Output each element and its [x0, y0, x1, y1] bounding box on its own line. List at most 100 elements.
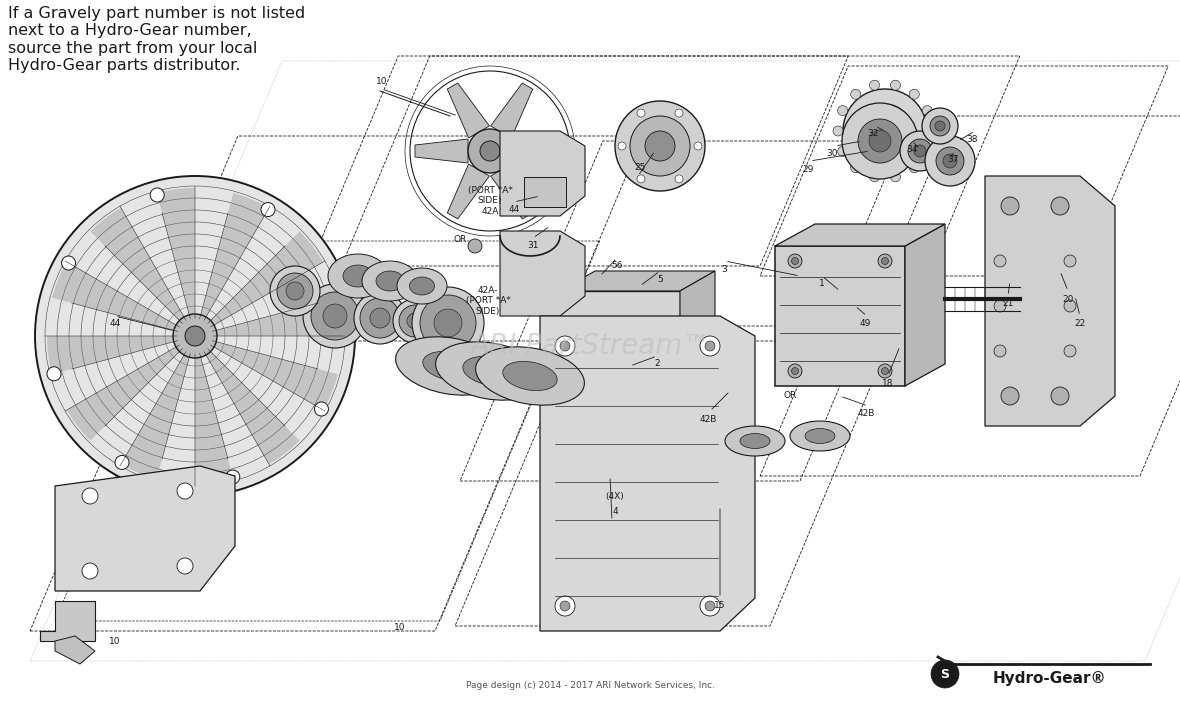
Polygon shape — [512, 139, 565, 163]
Text: If a Gravely part number is not listed
next to a Hydro-Gear number,
source the p: If a Gravely part number is not listed n… — [8, 6, 306, 73]
Circle shape — [851, 163, 860, 173]
Circle shape — [700, 596, 720, 616]
Circle shape — [925, 136, 975, 186]
Circle shape — [393, 299, 437, 343]
Circle shape — [994, 255, 1007, 267]
Polygon shape — [560, 291, 680, 441]
Circle shape — [943, 154, 957, 168]
Circle shape — [177, 558, 194, 574]
Circle shape — [675, 109, 683, 117]
Polygon shape — [91, 208, 195, 336]
Circle shape — [584, 330, 596, 342]
Circle shape — [910, 163, 919, 173]
Polygon shape — [157, 188, 195, 336]
Circle shape — [675, 175, 683, 183]
Circle shape — [788, 254, 802, 268]
Circle shape — [329, 291, 343, 305]
Circle shape — [560, 341, 570, 351]
Circle shape — [286, 282, 304, 300]
Text: 10: 10 — [376, 76, 388, 85]
Polygon shape — [55, 466, 235, 591]
Circle shape — [792, 368, 799, 374]
Text: OR: OR — [453, 234, 466, 244]
Circle shape — [615, 101, 704, 191]
Text: 21: 21 — [1002, 299, 1014, 309]
Circle shape — [560, 601, 570, 611]
Text: 3: 3 — [721, 265, 727, 273]
Polygon shape — [52, 262, 195, 336]
Circle shape — [81, 563, 98, 579]
Ellipse shape — [1053, 246, 1077, 266]
Circle shape — [618, 142, 627, 150]
Circle shape — [185, 326, 205, 346]
Circle shape — [900, 131, 940, 171]
Circle shape — [277, 273, 313, 309]
Polygon shape — [195, 193, 269, 336]
Circle shape — [645, 131, 675, 161]
Circle shape — [930, 116, 950, 136]
Text: Page design (c) 2014 - 2017 ARI Network Services, Inc.: Page design (c) 2014 - 2017 ARI Network … — [465, 681, 715, 690]
Text: S: S — [940, 667, 950, 681]
Polygon shape — [195, 232, 323, 336]
Ellipse shape — [435, 342, 544, 400]
Circle shape — [555, 596, 575, 616]
Polygon shape — [560, 271, 715, 291]
Ellipse shape — [328, 254, 388, 298]
Polygon shape — [775, 246, 905, 386]
Circle shape — [1051, 197, 1069, 215]
Circle shape — [637, 175, 645, 183]
Ellipse shape — [1060, 259, 1100, 293]
Polygon shape — [775, 224, 945, 246]
Polygon shape — [47, 336, 195, 374]
Polygon shape — [195, 336, 337, 410]
Text: 56: 56 — [611, 261, 623, 270]
Ellipse shape — [1041, 236, 1089, 276]
Text: 38: 38 — [966, 135, 978, 143]
Text: 22: 22 — [1074, 320, 1086, 328]
Circle shape — [878, 364, 892, 378]
Ellipse shape — [376, 271, 404, 291]
Polygon shape — [415, 139, 468, 163]
Circle shape — [923, 146, 932, 157]
Circle shape — [838, 106, 847, 116]
Circle shape — [114, 455, 129, 469]
Polygon shape — [40, 601, 96, 641]
Circle shape — [878, 254, 892, 268]
Text: 5: 5 — [657, 275, 663, 284]
Circle shape — [935, 121, 945, 131]
Circle shape — [891, 80, 900, 90]
Ellipse shape — [1077, 276, 1113, 306]
Circle shape — [584, 390, 596, 402]
Ellipse shape — [805, 429, 835, 443]
Text: 20: 20 — [1062, 294, 1074, 304]
Circle shape — [833, 126, 843, 136]
Ellipse shape — [362, 261, 418, 301]
Ellipse shape — [1040, 232, 1061, 250]
Polygon shape — [447, 164, 490, 219]
Circle shape — [480, 141, 500, 161]
FancyBboxPatch shape — [524, 177, 566, 207]
Circle shape — [792, 258, 799, 265]
Polygon shape — [195, 298, 343, 336]
Circle shape — [704, 341, 715, 351]
Text: 32: 32 — [867, 129, 879, 138]
Text: 1: 1 — [819, 280, 825, 289]
Ellipse shape — [503, 361, 557, 390]
Text: 31: 31 — [527, 241, 539, 251]
Ellipse shape — [343, 265, 373, 287]
Circle shape — [936, 147, 964, 175]
Text: 42A-
(PORT *A*
SIDE): 42A- (PORT *A* SIDE) — [466, 286, 511, 316]
Circle shape — [173, 314, 217, 358]
Text: 15: 15 — [714, 602, 726, 611]
Circle shape — [312, 292, 359, 340]
Ellipse shape — [476, 347, 584, 405]
Text: OR: OR — [784, 392, 797, 400]
Circle shape — [910, 89, 919, 100]
Circle shape — [851, 89, 860, 100]
Text: 34: 34 — [906, 145, 918, 153]
Ellipse shape — [422, 352, 477, 381]
Polygon shape — [122, 336, 195, 479]
Text: (4X): (4X) — [605, 491, 624, 501]
Circle shape — [843, 89, 927, 173]
Circle shape — [1051, 387, 1069, 405]
